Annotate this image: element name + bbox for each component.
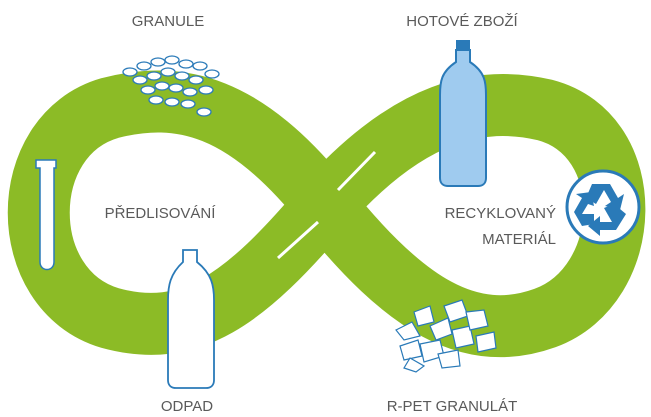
node-label: R-PET GRANULÁT [387, 398, 518, 415]
node-label: RECYKLOVANÝ [445, 205, 556, 222]
filled-bottle-icon [440, 40, 486, 186]
node-label: PŘEDLISOVÁNÍ [105, 205, 217, 222]
empty-bottle-icon [168, 250, 214, 388]
node-label: GRANULE [132, 13, 205, 30]
cycle-diagram: GRANULE HOTOVÉ ZBOŽÍ PŘEDLISOVÁNÍ RECYKL… [0, 0, 651, 417]
node-label: MATERIÁL [482, 231, 556, 248]
node-label: HOTOVÉ ZBOŽÍ [406, 13, 518, 30]
node-label: ODPAD [161, 398, 213, 415]
page: {"nodes": [ {"label": "GRANULE"}, {"labe… [0, 0, 651, 417]
recycle-icon [567, 171, 639, 243]
